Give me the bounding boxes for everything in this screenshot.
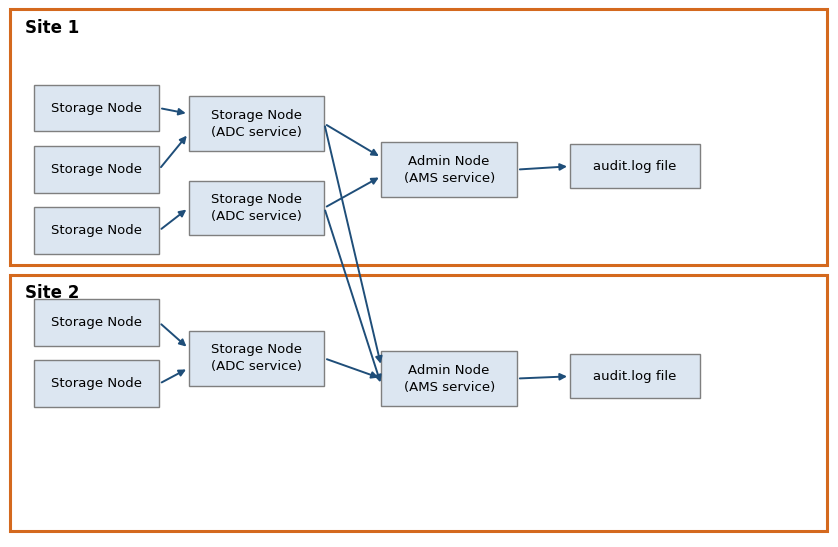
FancyBboxPatch shape <box>34 85 159 131</box>
Text: Storage Node: Storage Node <box>51 163 142 176</box>
FancyBboxPatch shape <box>34 360 159 407</box>
FancyBboxPatch shape <box>381 351 517 406</box>
FancyBboxPatch shape <box>10 9 827 265</box>
Text: audit.log file: audit.log file <box>593 370 676 383</box>
FancyBboxPatch shape <box>34 207 159 254</box>
FancyBboxPatch shape <box>189 331 324 386</box>
FancyBboxPatch shape <box>570 354 700 398</box>
Text: Admin Node
(AMS service): Admin Node (AMS service) <box>404 155 494 184</box>
Text: Site 2: Site 2 <box>25 284 80 302</box>
Text: audit.log file: audit.log file <box>593 160 676 173</box>
FancyBboxPatch shape <box>189 181 324 235</box>
FancyBboxPatch shape <box>570 144 700 188</box>
Text: Site 1: Site 1 <box>25 19 80 37</box>
Text: Storage Node: Storage Node <box>51 316 142 329</box>
Text: Storage Node
(ADC service): Storage Node (ADC service) <box>211 344 302 373</box>
Text: Admin Node
(AMS service): Admin Node (AMS service) <box>404 364 494 393</box>
FancyBboxPatch shape <box>34 146 159 193</box>
Text: Storage Node
(ADC service): Storage Node (ADC service) <box>211 193 302 223</box>
FancyBboxPatch shape <box>34 299 159 346</box>
Text: Storage Node: Storage Node <box>51 102 142 114</box>
Text: Storage Node
(ADC service): Storage Node (ADC service) <box>211 109 302 138</box>
Text: Storage Node: Storage Node <box>51 224 142 237</box>
FancyBboxPatch shape <box>381 142 517 197</box>
FancyBboxPatch shape <box>189 96 324 151</box>
Text: Storage Node: Storage Node <box>51 377 142 390</box>
FancyBboxPatch shape <box>10 275 827 531</box>
